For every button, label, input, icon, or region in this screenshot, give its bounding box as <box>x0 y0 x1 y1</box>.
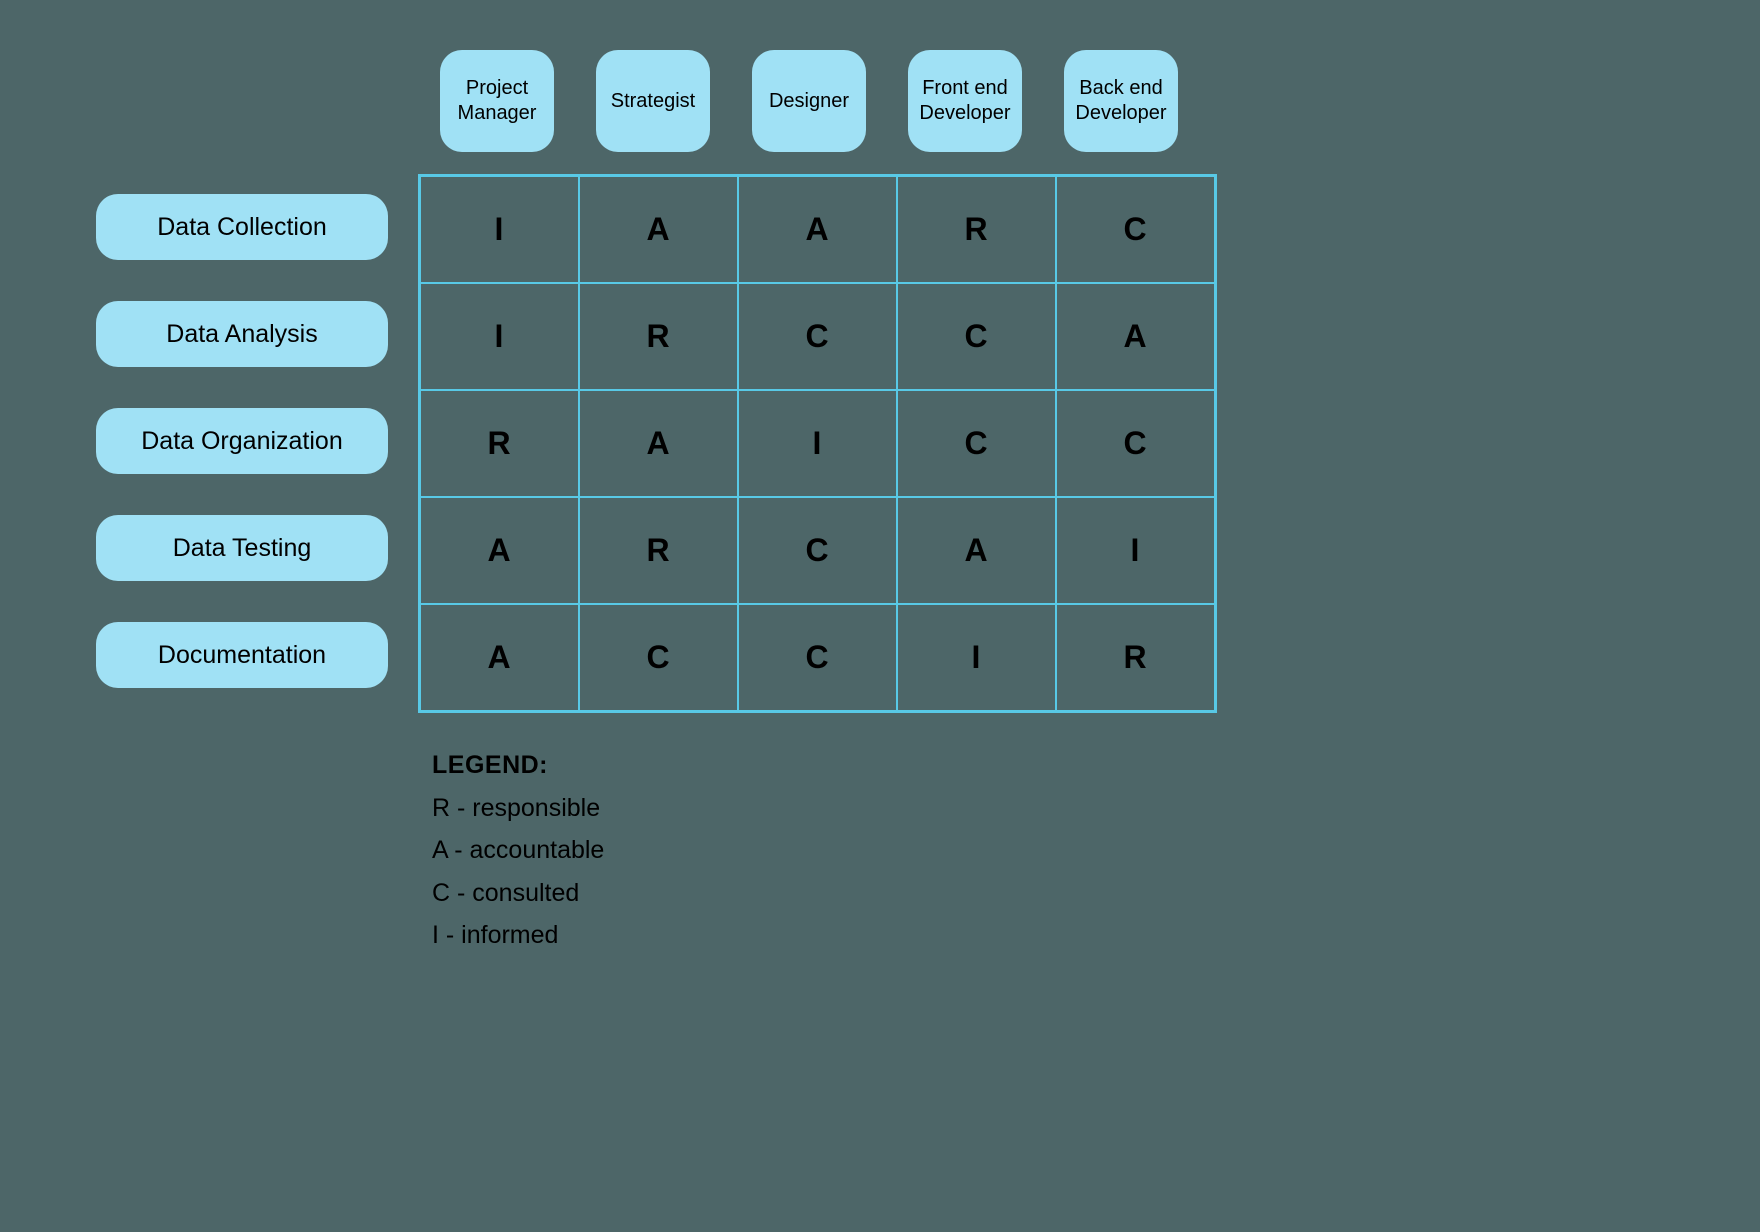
column-header: Designer <box>752 50 866 152</box>
matrix-cell: C <box>1056 390 1215 497</box>
matrix-cell: C <box>897 283 1056 390</box>
row-label: Data Collection <box>96 194 388 260</box>
column-headers: Project Manager Strategist Designer Front e… <box>440 50 1178 152</box>
row-label: Data Organization <box>96 408 388 474</box>
matrix-cell: R <box>897 176 1056 283</box>
matrix-cell: I <box>1056 497 1215 604</box>
matrix-cell: A <box>1056 283 1215 390</box>
column-header: Front end Developer <box>908 50 1022 152</box>
row-labels: Data Collection Data Analysis Data Organiz… <box>96 194 388 688</box>
legend: LEGEND: R - responsibleA - accountableC … <box>432 744 604 957</box>
matrix-cell: R <box>579 497 738 604</box>
matrix-cell: A <box>579 390 738 497</box>
column-header: Project Manager <box>440 50 554 152</box>
legend-title: LEGEND: <box>432 744 604 787</box>
raci-chart: Project Manager Strategist Designer Front e… <box>0 0 1760 1232</box>
legend-item: R - responsible <box>432 787 604 830</box>
matrix-cell: A <box>420 604 579 711</box>
matrix-cell: A <box>897 497 1056 604</box>
column-header: Back end Developer <box>1064 50 1178 152</box>
matrix-cell: A <box>738 176 897 283</box>
legend-item: A - accountable <box>432 829 604 872</box>
legend-item: C - consulted <box>432 872 604 915</box>
matrix-cell: I <box>897 604 1056 711</box>
matrix-cell: R <box>420 390 579 497</box>
legend-item: I - informed <box>432 914 604 957</box>
matrix-cell: I <box>738 390 897 497</box>
matrix-cell: A <box>420 497 579 604</box>
matrix-cell: C <box>579 604 738 711</box>
matrix-cell: C <box>1056 176 1215 283</box>
row-label: Documentation <box>96 622 388 688</box>
matrix-cell: I <box>420 283 579 390</box>
matrix-cell: C <box>738 497 897 604</box>
matrix-cell: R <box>1056 604 1215 711</box>
legend-items: R - responsibleA - accountableC - consul… <box>432 787 604 957</box>
matrix-cell: R <box>579 283 738 390</box>
matrix-cell: A <box>579 176 738 283</box>
row-label: Data Testing <box>96 515 388 581</box>
matrix-cell: I <box>420 176 579 283</box>
matrix-cell: C <box>738 283 897 390</box>
matrix-cell: C <box>738 604 897 711</box>
row-label: Data Analysis <box>96 301 388 367</box>
matrix-cell: C <box>897 390 1056 497</box>
raci-matrix-grid: IAARCIRCCARAICCARCAIACCIR <box>418 174 1217 713</box>
column-header: Strategist <box>596 50 710 152</box>
